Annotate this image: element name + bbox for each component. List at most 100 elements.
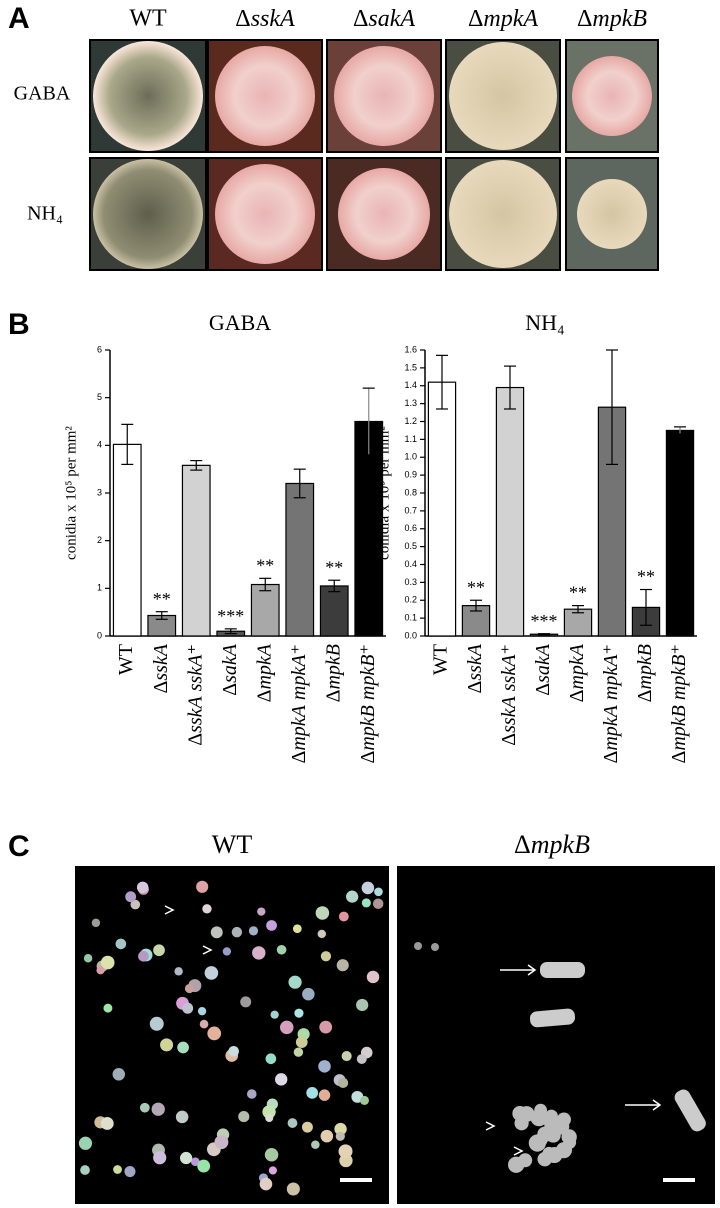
cell — [259, 1177, 273, 1191]
cell — [257, 907, 266, 916]
y-tick-label: 0 — [97, 630, 102, 640]
cell — [268, 1166, 277, 1175]
cell — [302, 987, 315, 1001]
cell — [301, 1121, 313, 1133]
cell — [374, 887, 383, 897]
y-tick-label: 0.0 — [404, 630, 417, 640]
cell — [295, 1036, 308, 1048]
cell — [338, 1144, 353, 1159]
cell — [356, 1054, 367, 1064]
y-tick-label: 0.8 — [404, 487, 417, 497]
y-tick-label: 0.1 — [404, 613, 417, 623]
markers — [164, 905, 662, 1156]
micrograph — [75, 866, 389, 1204]
cell — [311, 1140, 320, 1149]
colony — [334, 46, 434, 146]
cell — [238, 1111, 250, 1123]
chevron — [164, 905, 175, 915]
y-tick-label: 4 — [97, 440, 102, 450]
bar — [181, 464, 211, 637]
colony — [215, 46, 315, 146]
bar — [319, 585, 349, 637]
cell — [78, 1136, 93, 1150]
cell — [318, 1060, 331, 1073]
y-tick-label: 6 — [97, 344, 102, 354]
arrow-head — [527, 964, 537, 976]
cell — [265, 1114, 274, 1123]
hypha — [529, 1008, 576, 1028]
cell — [182, 1002, 194, 1014]
cells — [78, 880, 706, 1196]
cell — [286, 1182, 300, 1196]
cell — [197, 1159, 211, 1173]
chevron — [513, 1146, 524, 1156]
plates — [89, 39, 659, 271]
x-tick-label: ΔsakA — [532, 643, 554, 696]
image-label: WT — [212, 830, 253, 859]
colony — [449, 42, 557, 150]
hypha — [674, 1089, 706, 1132]
cell — [207, 1026, 222, 1041]
cell — [100, 955, 115, 970]
y-tick-label: 1.2 — [404, 416, 417, 426]
cell — [270, 1010, 279, 1019]
column-label: ΔsskA — [235, 6, 295, 32]
y-tick-label: 1 — [97, 583, 102, 593]
cell — [246, 1089, 257, 1099]
cell — [199, 1019, 209, 1029]
cell — [214, 1135, 229, 1150]
x-tick-label: ΔmpkB — [322, 644, 344, 702]
y-tick-label: 0.2 — [404, 595, 417, 605]
y-tick-label: 0.4 — [404, 559, 417, 569]
cell — [202, 904, 212, 914]
cell — [175, 1110, 189, 1124]
column-label: ΔmpkA — [468, 6, 538, 32]
cell — [346, 890, 359, 903]
cell — [534, 1103, 547, 1117]
y-tick-label: 3 — [97, 487, 102, 497]
chart-title: GABA — [209, 310, 271, 335]
y-axis-label: conidia x 10⁵ per mm² — [376, 426, 392, 560]
cell — [115, 938, 127, 950]
panel-label: C — [8, 830, 30, 863]
cell — [100, 1116, 114, 1130]
cell — [276, 944, 287, 955]
row-label: GABA — [14, 83, 71, 105]
colony — [93, 41, 203, 151]
colony — [577, 179, 647, 249]
cell — [222, 947, 232, 956]
cell — [337, 1077, 349, 1089]
cell — [184, 983, 195, 994]
x-tick-label: ΔsskA sskA⁺ — [184, 644, 206, 746]
significance: ** — [325, 557, 343, 577]
cell — [356, 998, 369, 1012]
x-tick-label: ΔmpkB mpkB⁺ — [356, 644, 378, 764]
x-tick-label: ΔmpkA — [253, 643, 275, 702]
cell — [292, 924, 302, 934]
cell — [138, 950, 149, 962]
cell — [151, 1102, 165, 1116]
x-tick-label: ΔsakA — [218, 643, 240, 696]
significance: *** — [531, 611, 558, 631]
cell — [125, 891, 137, 903]
significance: ** — [256, 555, 274, 575]
cell — [248, 926, 259, 936]
cell — [288, 975, 302, 989]
chevron — [202, 945, 213, 955]
significance: ** — [153, 589, 171, 609]
cell — [265, 1053, 277, 1065]
chart-title: NH₄ — [525, 310, 564, 335]
cell — [293, 1047, 304, 1057]
cell — [112, 1068, 126, 1081]
cell — [190, 1157, 200, 1167]
cell — [264, 1147, 279, 1162]
cell — [177, 1041, 189, 1054]
y-tick-label: 0.5 — [404, 541, 417, 551]
colony — [215, 164, 315, 264]
cell — [414, 942, 422, 950]
cell — [197, 1006, 207, 1016]
cell — [130, 899, 141, 910]
cell — [179, 1151, 193, 1165]
bar — [250, 583, 280, 637]
